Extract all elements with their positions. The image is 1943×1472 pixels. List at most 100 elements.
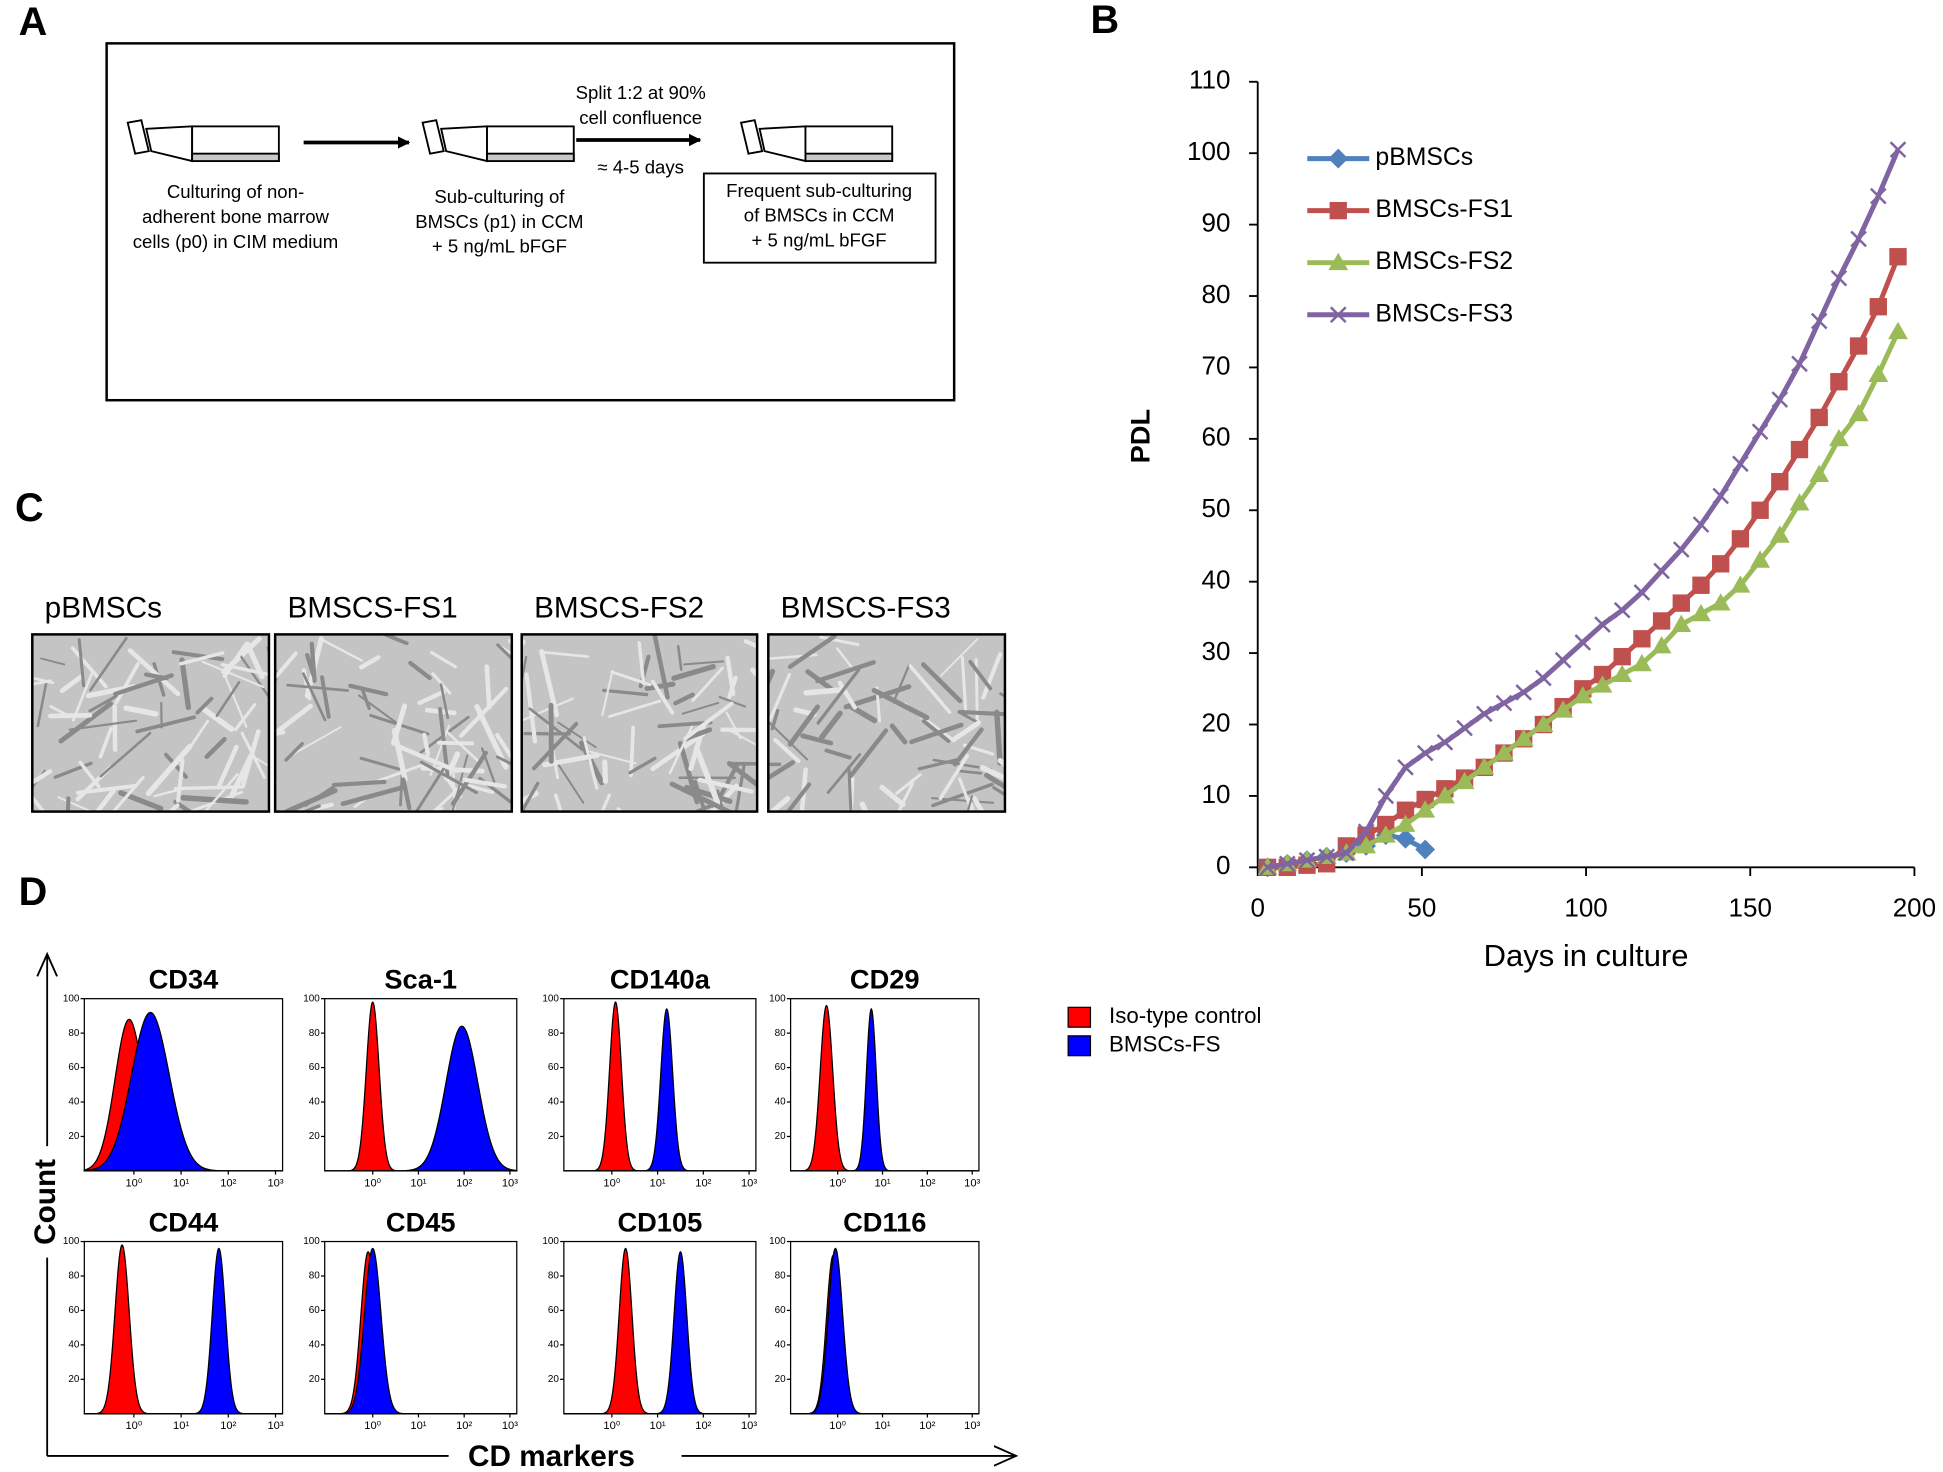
cell bbox=[305, 652, 316, 678]
y-tick-label: 40 bbox=[1202, 565, 1231, 595]
cell bbox=[59, 674, 84, 694]
legend-label: BMSCs-FS1 bbox=[1375, 196, 1513, 223]
point bbox=[1750, 550, 1771, 568]
cell bbox=[920, 662, 963, 704]
cell bbox=[629, 725, 636, 778]
cell bbox=[725, 727, 758, 747]
point bbox=[1672, 541, 1690, 558]
cell bbox=[436, 740, 475, 746]
cell bbox=[889, 723, 908, 745]
y-tick-label: 20 bbox=[775, 1374, 787, 1385]
cell bbox=[709, 808, 714, 812]
x-tick-label: 10¹ bbox=[650, 1177, 666, 1189]
image-label: BMSCS-FS1 bbox=[288, 591, 458, 624]
image-label: BMSCS-FS2 bbox=[534, 591, 704, 624]
cell bbox=[292, 726, 342, 755]
point bbox=[1397, 759, 1414, 776]
cell bbox=[668, 723, 695, 775]
cell bbox=[610, 670, 652, 687]
cell bbox=[826, 753, 862, 794]
cell bbox=[531, 721, 579, 771]
plot-frame bbox=[789, 1240, 980, 1415]
cell bbox=[955, 769, 983, 775]
diagram-text: of BMSCs in CCM bbox=[744, 205, 895, 226]
x-axis-label: CD markers bbox=[468, 1440, 635, 1472]
cell bbox=[879, 784, 906, 808]
plot-title: CD44 bbox=[149, 1206, 220, 1237]
cell bbox=[321, 638, 363, 662]
cell bbox=[600, 793, 611, 812]
cell bbox=[768, 760, 796, 781]
cell bbox=[40, 657, 66, 666]
y-tick-label: 100 bbox=[542, 1236, 559, 1247]
point bbox=[1475, 705, 1493, 723]
cell bbox=[637, 641, 646, 685]
cell bbox=[275, 729, 286, 737]
plot-frame bbox=[563, 998, 757, 1172]
cell bbox=[255, 757, 269, 768]
cell bbox=[951, 720, 982, 743]
point bbox=[1889, 248, 1907, 266]
cell bbox=[408, 660, 432, 681]
point bbox=[1572, 686, 1593, 704]
plot-frame bbox=[789, 998, 980, 1172]
point bbox=[1751, 501, 1769, 519]
point bbox=[1671, 614, 1692, 632]
step-box bbox=[702, 172, 937, 264]
cell bbox=[815, 660, 876, 684]
cell bbox=[673, 692, 695, 706]
cell bbox=[957, 709, 1005, 717]
point bbox=[1850, 230, 1867, 248]
y-tick-label: 0 bbox=[1216, 850, 1230, 880]
cell bbox=[98, 726, 113, 759]
point bbox=[1869, 187, 1887, 205]
cell bbox=[401, 777, 412, 811]
x-tick-label: 10⁰ bbox=[603, 1177, 620, 1189]
cell bbox=[539, 649, 560, 718]
point bbox=[1395, 814, 1416, 832]
cell bbox=[462, 777, 507, 789]
cell bbox=[216, 744, 239, 790]
cell bbox=[824, 748, 852, 760]
plot-title: CD45 bbox=[386, 1206, 456, 1237]
cell bbox=[997, 781, 1005, 791]
x-tick-label: 10¹ bbox=[410, 1177, 426, 1189]
cell bbox=[909, 722, 964, 745]
x-tick-label: 10³ bbox=[267, 1420, 283, 1432]
y-tick-label: 80 bbox=[775, 1271, 787, 1282]
cell bbox=[992, 786, 1005, 797]
micrograph bbox=[275, 634, 512, 812]
cell bbox=[787, 704, 821, 747]
point bbox=[1848, 403, 1869, 422]
plot-frame bbox=[563, 1240, 757, 1415]
cell bbox=[931, 782, 994, 808]
cell bbox=[94, 788, 116, 812]
point bbox=[1732, 455, 1749, 473]
cell bbox=[171, 650, 225, 662]
point bbox=[1278, 855, 1296, 873]
y-tick-label: 60 bbox=[68, 1305, 80, 1316]
point bbox=[1513, 728, 1534, 747]
cell bbox=[204, 736, 227, 760]
point bbox=[1888, 321, 1908, 340]
diagram-text: + 5 ng/mL bFGF bbox=[752, 230, 887, 251]
y-tick-label: 110 bbox=[1189, 65, 1230, 95]
x-tick-label: 10¹ bbox=[874, 1420, 890, 1432]
point bbox=[1830, 269, 1848, 287]
x-tick-label: 10¹ bbox=[874, 1177, 890, 1189]
diagram-text: Split 1:2 at 90% bbox=[576, 82, 706, 103]
y-tick-label: 40 bbox=[548, 1097, 560, 1108]
point bbox=[1631, 653, 1652, 672]
cell bbox=[773, 738, 801, 764]
cell bbox=[220, 662, 269, 677]
cell bbox=[145, 743, 193, 797]
point bbox=[1653, 562, 1670, 580]
histogram bbox=[790, 1247, 979, 1415]
point bbox=[1731, 530, 1750, 548]
cell bbox=[931, 797, 995, 804]
point bbox=[1651, 636, 1672, 654]
cell bbox=[234, 703, 257, 731]
histogram bbox=[324, 1251, 517, 1415]
diagram-text: ≈ 4-5 days bbox=[597, 156, 684, 177]
point bbox=[1593, 665, 1612, 684]
